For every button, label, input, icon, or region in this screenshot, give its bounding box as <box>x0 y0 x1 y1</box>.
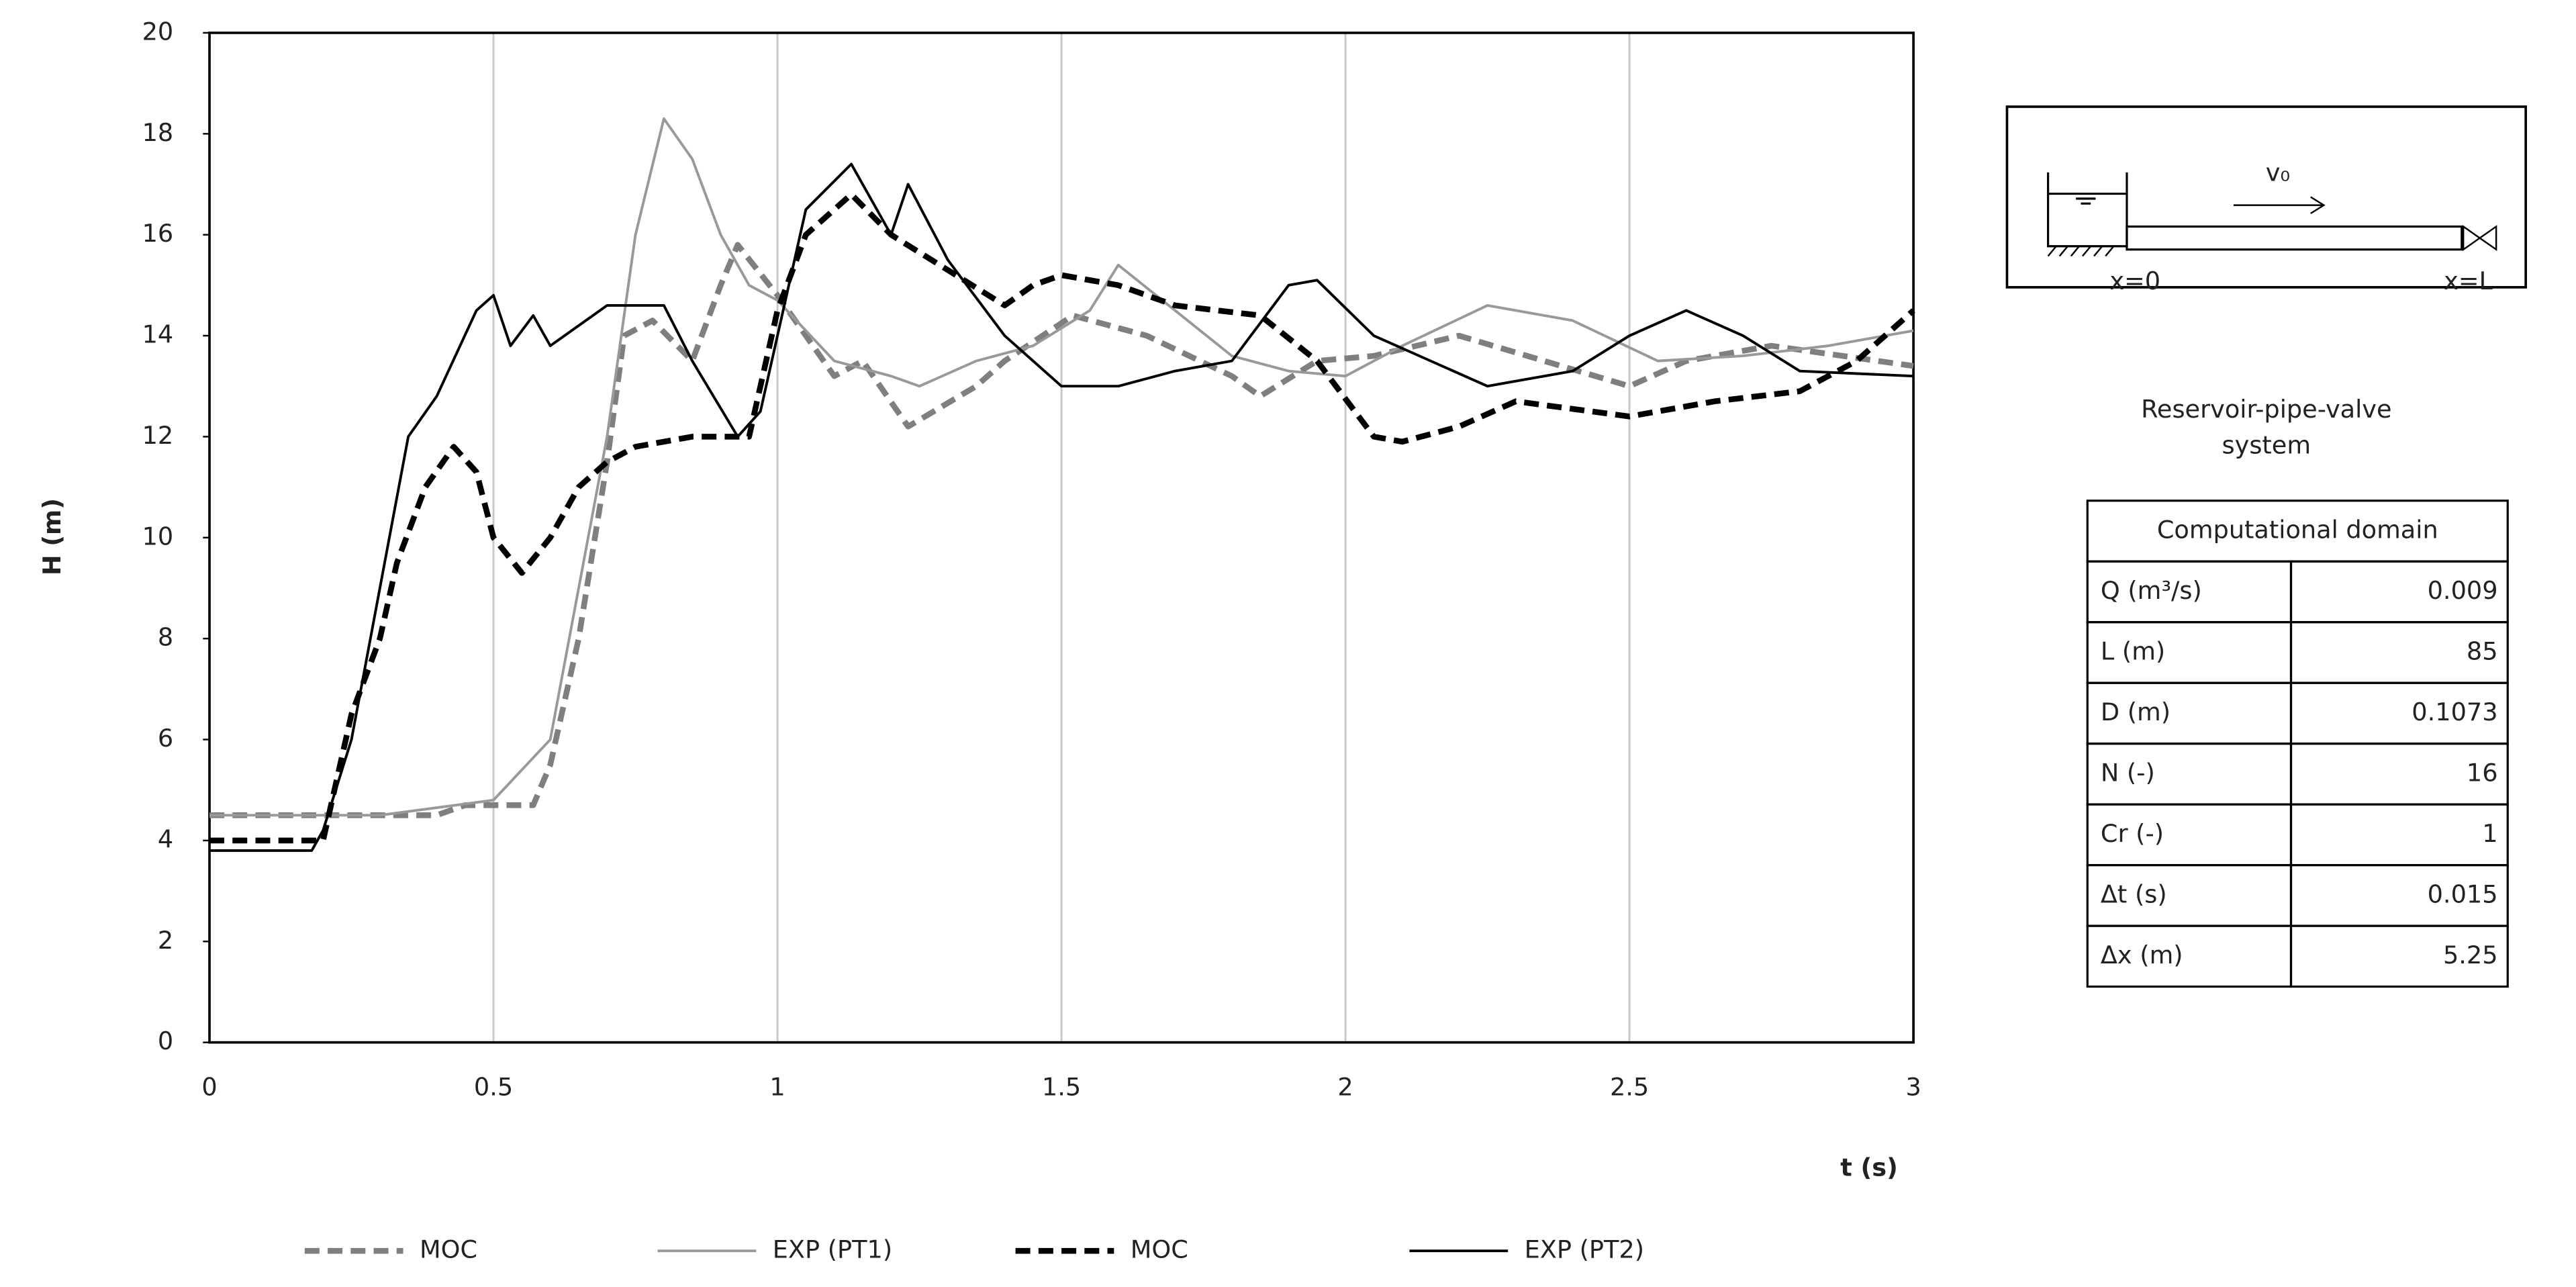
y-tick-label: 14 <box>142 320 174 349</box>
series-line <box>209 117 1914 817</box>
valve <box>2463 225 2497 252</box>
table-label: N (-) <box>2101 758 2155 787</box>
table-value: 0.1073 <box>2412 698 2497 726</box>
velocity-label: v₀ <box>2266 158 2290 187</box>
series-line <box>209 191 1915 844</box>
x-tick-label: 1.5 <box>1042 1073 1081 1102</box>
x-tick-label: 0.5 <box>474 1073 513 1102</box>
pipe <box>2126 225 2463 251</box>
legend-label: MOC <box>1131 1235 1188 1264</box>
caption: system <box>2222 431 2311 460</box>
table-cell <box>2289 924 2509 988</box>
caption: Reservoir-pipe-valve <box>2141 395 2391 424</box>
legend-label: MOC <box>420 1235 477 1264</box>
series-line <box>209 162 1914 852</box>
hatch <box>2047 245 2115 257</box>
reservoir <box>2047 172 2128 248</box>
plot-frame <box>208 32 1915 1044</box>
right-label: x=L <box>2444 267 2493 295</box>
y-tick-label: 4 <box>158 824 173 853</box>
x-tick-label: 1 <box>769 1073 785 1102</box>
table-value: 0.015 <box>2428 879 2498 908</box>
table-label: Q (m³/s) <box>2101 576 2202 605</box>
y-tick-label: 10 <box>142 522 174 551</box>
table-value: 0.009 <box>2428 576 2498 605</box>
y-tick-label: 0 <box>158 1027 173 1055</box>
y-tick-label: 20 <box>142 17 174 46</box>
x-tick-label: 0 <box>201 1073 217 1102</box>
y-tick-label: 12 <box>142 421 174 450</box>
y-tick-label: 8 <box>158 623 173 652</box>
x-tick-label: 2 <box>1337 1073 1353 1102</box>
table: Computational domain Q (m³/s) 0.009 L (m) 85… <box>2086 499 2509 988</box>
legend-label: EXP (PT2) <box>1525 1235 1644 1264</box>
table-value: 1 <box>2482 819 2497 848</box>
y-tick-label: 16 <box>142 219 174 248</box>
table-label: D (m) <box>2101 698 2170 726</box>
table-value: 5.25 <box>2443 941 2498 969</box>
table-value: 85 <box>2467 636 2498 665</box>
x-tick-label: 3 <box>1905 1073 1921 1102</box>
table-label: L (m) <box>2101 636 2165 665</box>
y-tick-label: 6 <box>158 724 173 753</box>
table-label: Cr (-) <box>2101 819 2164 848</box>
table-cell <box>2289 803 2509 867</box>
diagram-frame <box>2005 105 2527 289</box>
y-axis-label: H (m) <box>38 498 66 575</box>
legend-label: EXP (PT1) <box>773 1235 892 1264</box>
table-label: Δx (m) <box>2101 941 2183 969</box>
table-title: Computational domain <box>2157 516 2438 544</box>
diagram: v₀ x=0 x=L Reservoir-pipe-valve system <box>2005 105 2527 460</box>
series-line <box>209 242 1914 818</box>
table-label: Δt (s) <box>2101 879 2167 908</box>
left-label: x=0 <box>2109 267 2160 295</box>
x-axis-label: t (s) <box>1840 1153 1898 1182</box>
table-value: 16 <box>2467 758 2498 787</box>
y-tick-label: 18 <box>142 118 174 147</box>
x-tick-label: 2.5 <box>1610 1073 1649 1102</box>
velocity-arrow <box>2233 196 2326 214</box>
y-tick-label: 2 <box>158 926 173 955</box>
